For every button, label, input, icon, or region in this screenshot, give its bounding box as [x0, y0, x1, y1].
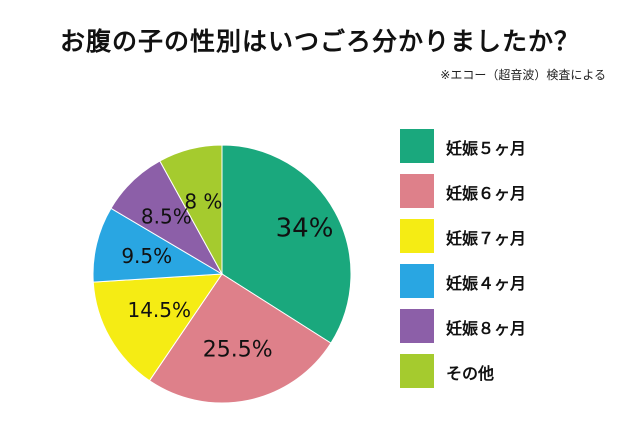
slice-label: 25.5% — [203, 337, 273, 362]
slice-label: 8 % — [184, 190, 222, 214]
legend-label: その他 — [446, 364, 495, 383]
pie-slice — [148, 273, 332, 404]
legend-swatch — [400, 354, 434, 388]
pie-slice — [221, 144, 352, 344]
legend-swatch — [400, 174, 434, 208]
pie-slice — [92, 273, 223, 382]
chart-title: お腹の子の性別はいつごろ分かりましたか？ — [59, 27, 580, 56]
slice-label: 14.5% — [127, 298, 191, 322]
footnote: ※エコー（超音波）検査による — [440, 68, 606, 82]
legend-label: 妊娠８ヶ月 — [446, 319, 527, 338]
pie-slice — [92, 207, 224, 283]
legend-swatch — [400, 219, 434, 253]
legend-swatch — [400, 309, 434, 343]
legend-label: 妊娠４ヶ月 — [446, 274, 527, 293]
legend-label: 妊娠７ヶ月 — [446, 229, 527, 248]
legend-swatch — [400, 264, 434, 298]
legend-label: 妊娠５ヶ月 — [446, 139, 527, 158]
pie-slice — [159, 144, 223, 275]
slice-label: 8.5% — [141, 205, 192, 229]
legend-swatch — [400, 129, 434, 163]
slice-label: 9.5% — [121, 244, 172, 268]
slice-label: 34% — [276, 214, 334, 244]
legend-label: 妊娠６ヶ月 — [446, 184, 527, 203]
